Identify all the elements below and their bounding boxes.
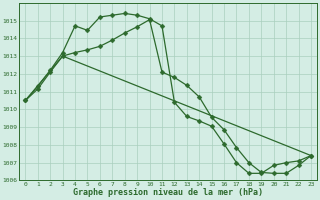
X-axis label: Graphe pression niveau de la mer (hPa): Graphe pression niveau de la mer (hPa) (73, 188, 263, 197)
